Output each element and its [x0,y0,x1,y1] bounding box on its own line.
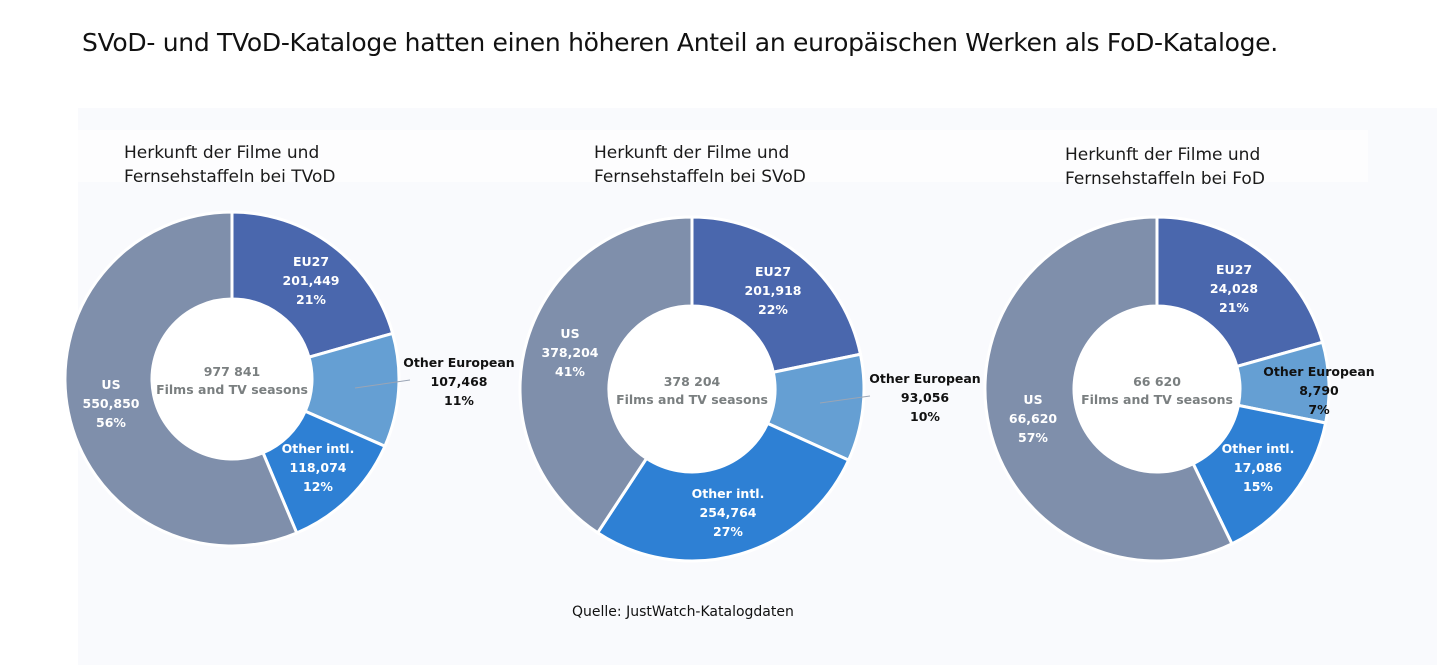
data-label-value: 201,449 [283,273,340,288]
data-label-percent: 41% [555,364,585,379]
data-label-category: EU27 [755,264,791,279]
data-label-value: 93,056 [901,390,950,405]
data-label-percent: 15% [1243,479,1273,494]
data-label-value: 17,086 [1234,460,1283,475]
donut-slice-us [983,215,1234,563]
data-label-other-european: Other European 93,056 10% [869,371,980,424]
donut-hole [153,300,311,458]
data-label-value: 8,790 [1299,383,1339,398]
chart-title-fod: Herkunft der Filme und Fernsehstaffeln b… [1065,143,1265,191]
data-label-other-european: Other European 107,468 11% [403,355,514,408]
data-label-percent: 22% [758,302,788,317]
data-label-category: Other intl. [282,441,355,456]
data-label-value: 378,204 [542,345,599,360]
data-label-eu27: EU27 201,918 22% [745,264,802,317]
center-caption: Films and TV seasons [156,382,308,397]
data-label-percent: 57% [1018,430,1048,445]
data-label-category: Other European [403,355,514,370]
data-label-value: 107,468 [431,374,488,389]
chart-title-line: Herkunft der Filme und [124,143,320,163]
data-label-percent: 11% [444,393,474,408]
donut-hole [1075,307,1239,471]
data-label-percent: 27% [713,524,743,539]
leader-line [354,379,411,389]
data-label-us: US 66,620 57% [1009,392,1058,445]
data-label-value: 118,074 [290,460,347,475]
center-caption: Films and TV seasons [616,392,768,407]
data-label-percent: 21% [1219,300,1249,315]
data-label-category: US [560,326,579,341]
data-label-us: US 550,850 56% [83,377,140,430]
data-label-category: Other European [869,371,980,386]
donut-slice-other-intl [595,421,851,563]
data-label-category: EU27 [1216,262,1252,277]
center-total: 66 620 [1133,374,1181,389]
chart-title-line: Herkunft der Filme und [1065,145,1261,165]
chart-title-line: Fernsehstaffeln bei TVoD [124,167,336,187]
data-label-other-intl: Other intl. 17,086 15% [1222,441,1295,494]
center-total: 378 204 [664,374,721,389]
leader-line [819,395,871,404]
data-label-category: US [1023,392,1042,407]
data-label-other-european: Other European 8,790 7% [1263,364,1374,417]
donut-hole [610,307,774,471]
data-label-value: 550,850 [83,396,140,411]
data-label-category: Other intl. [692,486,765,501]
chart-title-svod: Herkunft der Filme und Fernsehstaffeln b… [594,141,806,189]
data-label-eu27: EU27 201,449 21% [283,254,340,307]
data-label-value: 201,918 [745,283,802,298]
data-label-other-intl: Other intl. 254,764 27% [692,486,765,539]
chart-title-tvod: Herkunft der Filme und Fernsehstaffeln b… [124,141,335,189]
data-label-other-intl: Other intl. 118,074 12% [282,441,355,494]
data-label-category: Other intl. [1222,441,1295,456]
data-label-category: US [101,377,120,392]
data-label-us: US 378,204 41% [542,326,599,379]
data-label-percent: 56% [96,415,126,430]
source-note: Quelle: JustWatch-Katalogdaten [572,604,794,620]
data-label-percent: 21% [296,292,326,307]
data-label-percent: 10% [910,409,940,424]
chart-panel-header [78,130,1368,182]
data-label-value: 66,620 [1009,411,1058,426]
headline: SVoD- und TVoD-Kataloge hatten einen höh… [82,28,1278,57]
center-caption: Films and TV seasons [1081,392,1233,407]
donut-slice-eu27 [1155,215,1325,369]
data-label-category: Other European [1263,364,1374,379]
chart-title-line: Fernsehstaffeln bei FoD [1065,169,1265,189]
data-label-eu27: EU27 24,028 21% [1210,262,1258,315]
data-label-percent: 12% [303,479,333,494]
chart-title-line: Fernsehstaffeln bei SVoD [594,167,806,187]
donut-slice-us [63,210,299,548]
data-label-percent: 7% [1308,402,1330,417]
data-label-value: 24,028 [1210,281,1258,296]
center-total: 977 841 [204,364,261,379]
data-label-value: 254,764 [700,505,757,520]
chart-title-line: Herkunft der Filme und [594,143,790,163]
donut-slice-us [518,215,694,535]
donut-slice-eu27 [230,210,395,360]
donut-slice-eu27 [690,215,863,374]
data-label-category: EU27 [293,254,329,269]
